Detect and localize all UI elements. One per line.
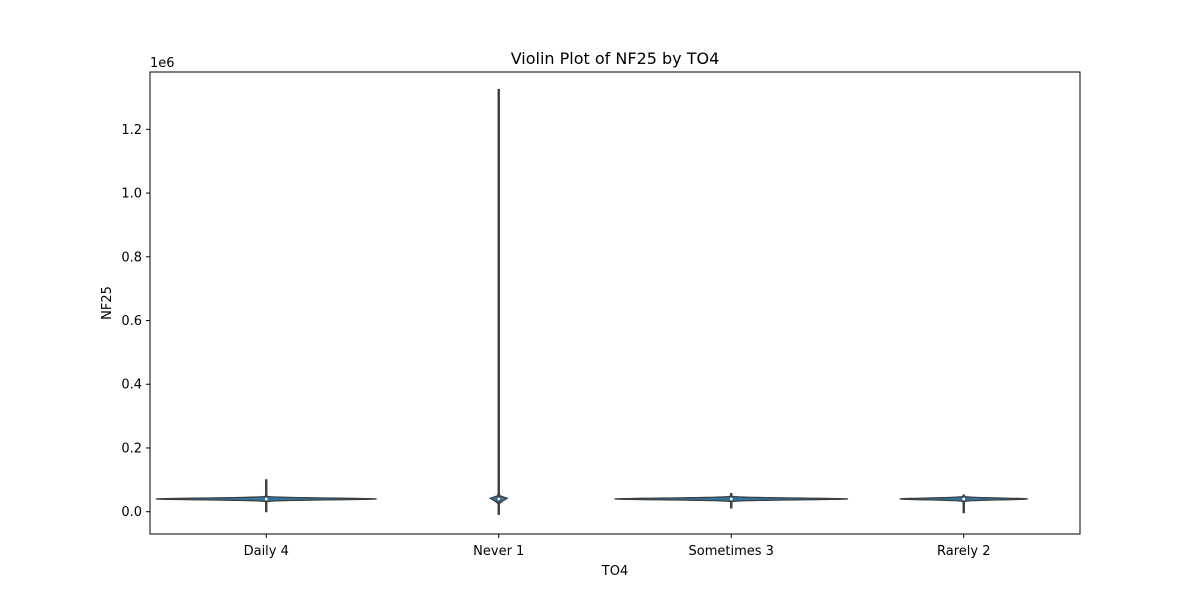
x-axis-ticks: Daily 4 Never 1 Sometimes 3 Rarely 2 bbox=[244, 534, 990, 559]
y-tick-label: 1.0 bbox=[121, 187, 142, 202]
violin-median-point bbox=[497, 497, 501, 501]
chart-title: Violin Plot of NF25 by TO4 bbox=[511, 49, 720, 68]
y-axis-ticks: 0.0 0.2 0.4 0.6 0.8 1.0 1.2 bbox=[121, 123, 150, 520]
violin-never-1 bbox=[488, 88, 509, 515]
x-axis-label: TO4 bbox=[601, 564, 628, 579]
y-axis-label: NF25 bbox=[100, 286, 115, 320]
y-tick-label: 0.2 bbox=[121, 441, 142, 456]
y-axis-offset-label: 1e6 bbox=[150, 56, 175, 71]
x-tick-label: Rarely 2 bbox=[937, 544, 990, 559]
violin-median-point bbox=[264, 497, 268, 501]
x-tick-label: Sometimes 3 bbox=[689, 544, 774, 559]
y-tick-label: 0.8 bbox=[121, 250, 142, 265]
y-tick-label: 1.2 bbox=[121, 123, 142, 138]
violin-daily-4 bbox=[155, 479, 377, 513]
violin-sometimes-3 bbox=[614, 492, 849, 509]
violin-rarely-2 bbox=[899, 494, 1028, 514]
y-tick-label: 0.6 bbox=[121, 314, 142, 329]
x-tick-label: Never 1 bbox=[473, 544, 524, 559]
violin-median-point bbox=[962, 497, 966, 501]
x-tick-label: Daily 4 bbox=[244, 544, 289, 559]
y-tick-label: 0.4 bbox=[121, 378, 142, 393]
violins-group bbox=[155, 88, 1028, 515]
violin-median-point bbox=[729, 497, 733, 501]
plot-frame bbox=[149, 71, 1081, 535]
y-tick-label: 0.0 bbox=[121, 505, 142, 520]
